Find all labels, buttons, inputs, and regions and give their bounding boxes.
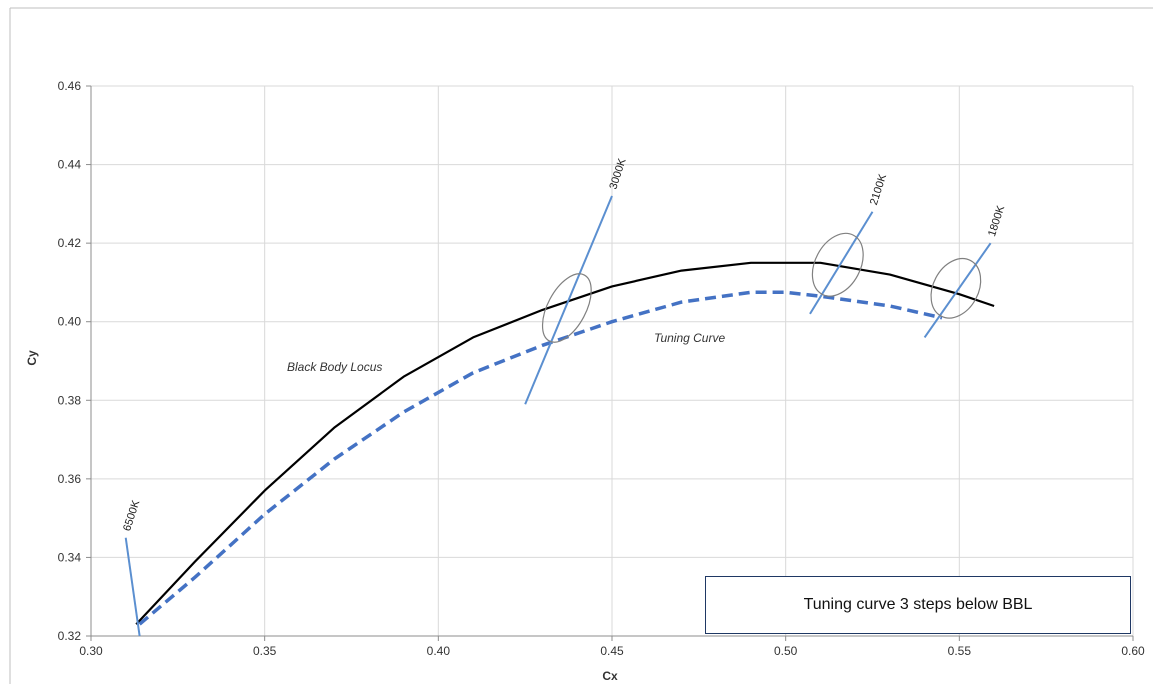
labels: Cx Cy Black Body Locus Tuning Curve — [25, 331, 725, 683]
x-tick-label-4: 0.50 — [774, 644, 798, 658]
y-tick-label-4: 0.40 — [58, 315, 82, 329]
highlight-ellipse-0 — [541, 273, 592, 343]
x-tick-label-3: 0.45 — [600, 644, 624, 658]
y-tick-label-7: 0.46 — [58, 79, 82, 93]
isotherm-line-2100k — [809, 211, 874, 315]
x-axis-title: Cx — [602, 669, 618, 683]
y-tick-label-6: 0.44 — [58, 158, 82, 172]
x-tick-label-6: 0.60 — [1121, 644, 1145, 658]
tuning-curve-label: Tuning Curve — [654, 331, 725, 345]
x-tick-label-2: 0.40 — [427, 644, 451, 658]
callout-text: Tuning curve 3 steps below BBL — [803, 596, 1033, 613]
black-body-locus-label: Black Body Locus — [287, 360, 382, 374]
series — [135, 261, 995, 626]
x-tick-label-5: 0.55 — [948, 644, 972, 658]
highlights — [541, 232, 982, 343]
y-tick-label-3: 0.38 — [58, 393, 82, 407]
y-tick-label-5: 0.42 — [58, 236, 82, 250]
isotherm-line-3000k — [524, 195, 613, 405]
x-tick-label-0: 0.30 — [79, 644, 103, 658]
isotherm-line-1800k — [923, 242, 992, 339]
highlight-ellipse-1 — [811, 232, 864, 297]
y-axis-title: Cy — [25, 350, 39, 366]
y-tick-label-1: 0.34 — [58, 550, 82, 564]
series-line-tuning-curve — [138, 290, 943, 626]
isotherm-line-6500k — [124, 537, 141, 637]
x-tick-label-1: 0.35 — [253, 644, 277, 658]
y-tick-label-2: 0.36 — [58, 472, 82, 486]
y-tick-label-0: 0.32 — [58, 629, 82, 643]
highlight-ellipse-2 — [930, 257, 982, 319]
axes: 0.30 0.35 0.40 0.45 0.50 0.55 0.60 0.32 0.34 0.36… — [58, 79, 1145, 658]
series-line-black-body-locus — [135, 261, 995, 625]
callout-box: Tuning curve 3 steps below BBL — [705, 576, 1131, 634]
